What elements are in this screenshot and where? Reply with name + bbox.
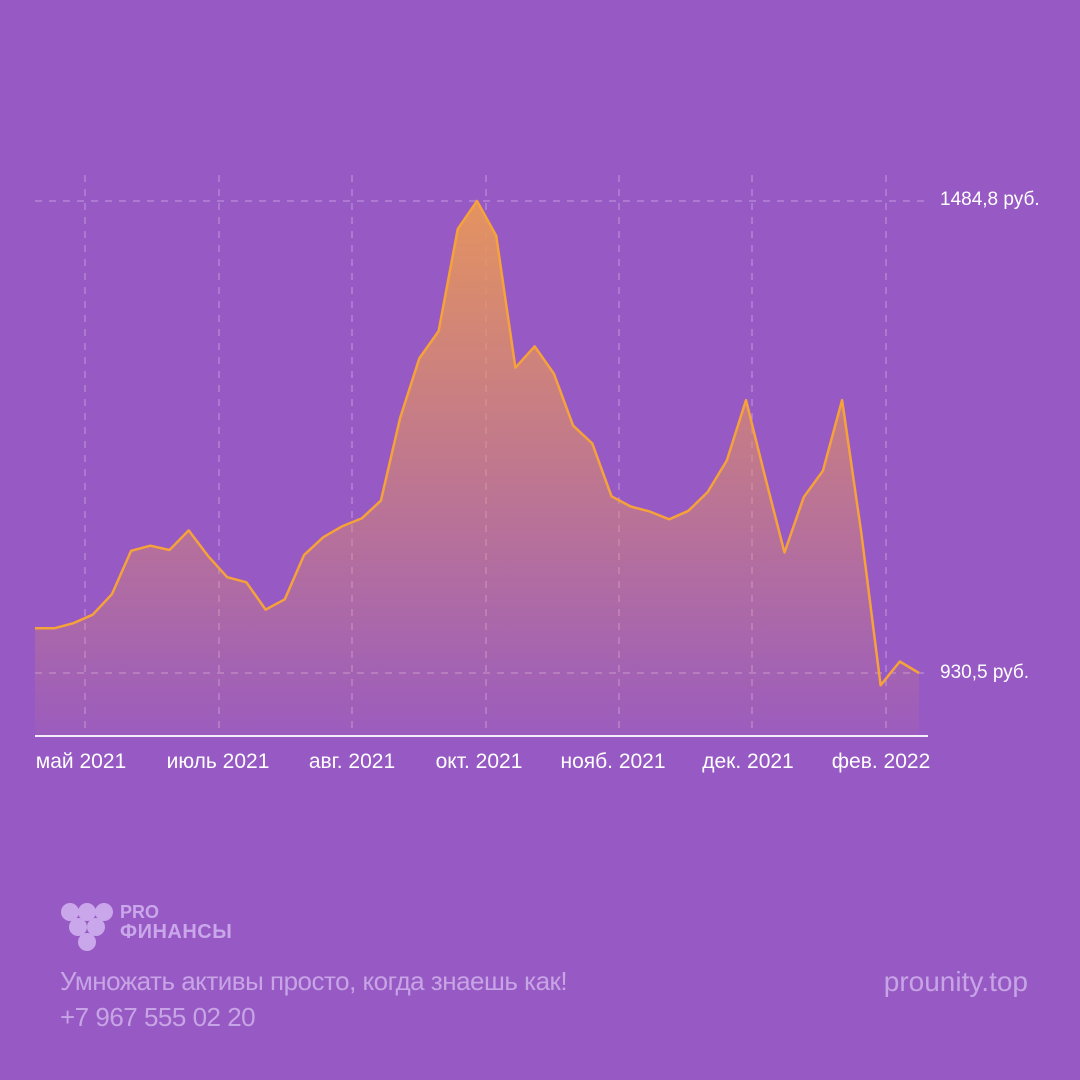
x-tick-label: фев. 2022 (832, 750, 931, 773)
brand-name-line2: ФИНАНСЫ (120, 921, 233, 943)
tagline: Умножать активы просто, когда знаешь как… (60, 966, 568, 996)
x-tick-label: май 2021 (36, 750, 126, 773)
series-line (35, 199, 920, 687)
website-link[interactable]: prounity.top (883, 966, 1028, 997)
x-tick-label: авг. 2021 (309, 750, 395, 773)
x-tick-label: окт. 2021 (436, 750, 523, 773)
x-tick-label: июль 2021 (167, 750, 270, 773)
brand-name-line1: PRO (120, 902, 160, 922)
brand-name: PRO ФИНАНСЫ (120, 902, 232, 942)
area-fill (35, 201, 919, 736)
reference-label-1: 930,5 руб. (940, 662, 1029, 683)
x-tick-label: дек. 2021 (702, 750, 794, 773)
x-tick-label: нояб. 2021 (560, 750, 665, 773)
phone-number[interactable]: +7 967 555 02 20 (60, 1002, 256, 1032)
price-chart: май 2021 июль 2021 авг. 2021 окт. 2021 нояб.… (35, 175, 1040, 773)
grape-logo-icon (61, 903, 113, 951)
reference-label-0: 1484,8 руб. (940, 189, 1040, 210)
x-tick-labels: май 2021 июль 2021 авг. 2021 окт. 2021 нояб.… (36, 750, 930, 773)
reference-labels: 1484,8 руб. 930,5 руб. (940, 189, 1040, 683)
brand-logo: PRO ФИНАНСЫ (60, 902, 260, 952)
